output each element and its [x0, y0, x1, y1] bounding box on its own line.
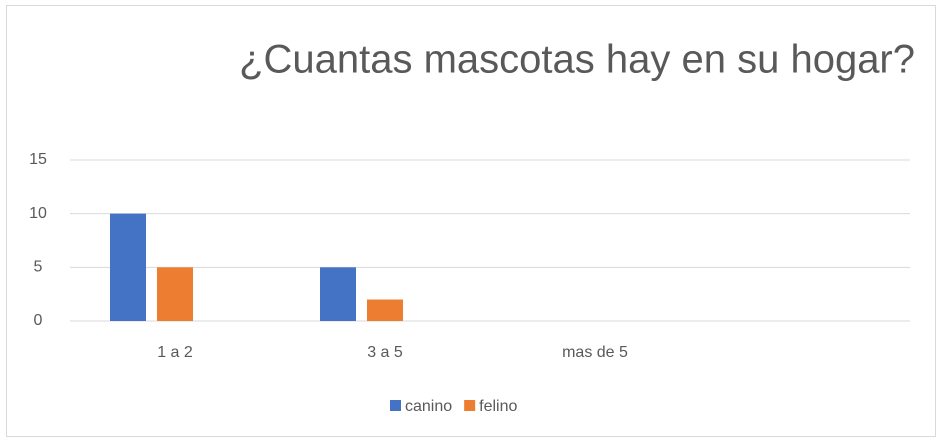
- legend-swatch: [464, 400, 476, 411]
- chart-title: ¿Cuantas mascotas hay en su hogar?: [239, 38, 915, 82]
- legend-label: felino: [479, 398, 517, 415]
- legend-swatch: [390, 400, 401, 411]
- x-tick-label: mas de 5: [562, 344, 628, 361]
- x-tick-label: 1 a 2: [157, 344, 193, 361]
- bar: [320, 267, 356, 321]
- bar: [110, 213, 146, 321]
- bar: [367, 299, 403, 321]
- legend-label: canino: [405, 398, 452, 415]
- y-tick-label: 15: [29, 151, 47, 168]
- y-tick-label: 10: [29, 205, 47, 222]
- y-tick-label: 5: [34, 259, 43, 276]
- chart-border: [6, 5, 936, 437]
- x-tick-label: 3 a 5: [367, 344, 403, 361]
- bar: [157, 267, 193, 321]
- y-tick-label: 0: [34, 312, 43, 329]
